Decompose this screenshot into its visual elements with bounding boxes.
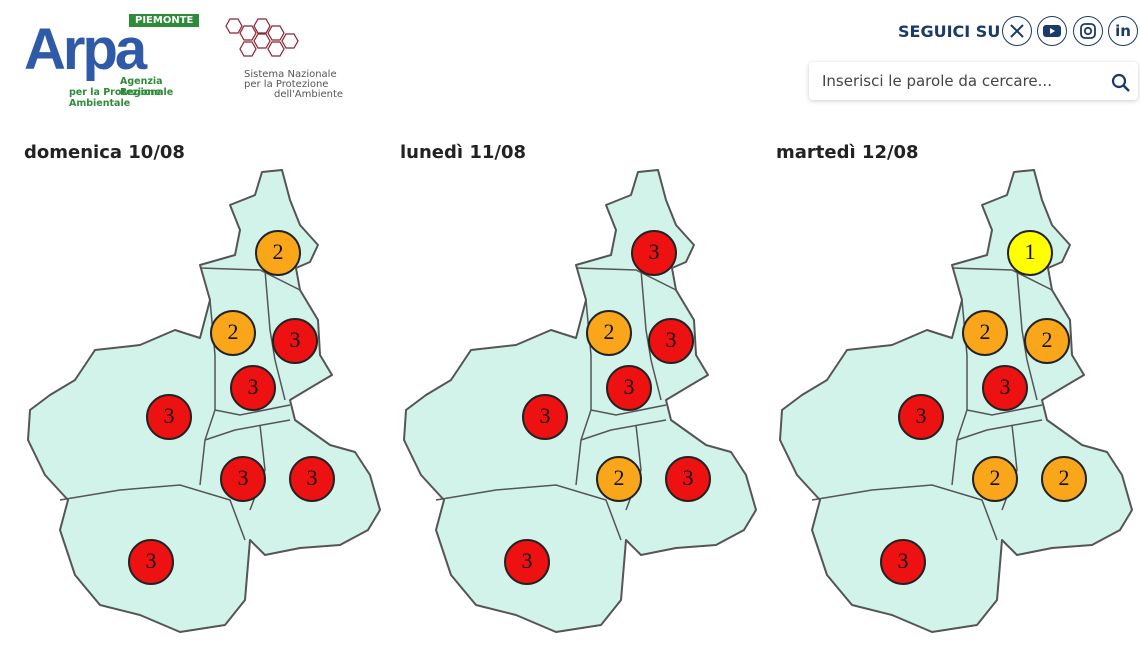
province-border	[580, 419, 667, 441]
level-label: 2	[1042, 327, 1053, 352]
level-marker	[128, 539, 174, 585]
level-marker	[1041, 456, 1087, 502]
instagram-icon	[1080, 23, 1096, 39]
region-outline	[27, 169, 381, 633]
province-border	[956, 419, 1043, 441]
level-marker	[504, 539, 550, 585]
forecast-date: martedì 12/08	[776, 142, 919, 163]
level-label: 3	[248, 374, 259, 399]
level-label: 3	[916, 403, 927, 428]
level-marker	[586, 310, 632, 356]
search-icon[interactable]	[1111, 73, 1131, 93]
level-label: 3	[290, 327, 301, 352]
level-label: 3	[898, 548, 909, 573]
snpa-line: per la Protezione	[244, 79, 329, 90]
level-label: 2	[1059, 465, 1070, 490]
region-map: 1 2 2 3 3 2 2 3	[779, 169, 1133, 633]
logo-line: per la Protezione Ambientale	[69, 87, 161, 109]
instagram-link[interactable]	[1073, 16, 1103, 46]
search-placeholder: Inserisci le parole da cercare...	[822, 72, 1052, 90]
province-border	[435, 484, 622, 541]
level-marker	[522, 394, 568, 440]
linkedin-label: in	[1115, 22, 1131, 40]
level-marker	[606, 365, 652, 411]
level-marker	[648, 318, 694, 364]
snpa-hexagons	[225, 18, 299, 57]
level-marker	[962, 310, 1008, 356]
level-label: 2	[273, 239, 284, 264]
linkedin-link[interactable]: in	[1108, 16, 1138, 46]
level-marker	[1007, 230, 1053, 276]
level-label: 1	[1025, 239, 1036, 264]
level-marker	[972, 456, 1018, 502]
region-map: 2 2 3 3 3 3 3 3	[27, 169, 381, 633]
level-label: 3	[307, 465, 318, 490]
level-label: 2	[990, 465, 1001, 490]
level-label: 3	[666, 327, 677, 352]
level-label: 3	[540, 403, 551, 428]
province-border	[59, 484, 246, 541]
level-marker	[289, 456, 335, 502]
x-icon	[1010, 24, 1024, 38]
level-marker	[1024, 318, 1070, 364]
level-marker	[220, 456, 266, 502]
level-label: 3	[238, 465, 249, 490]
region-outline	[403, 169, 757, 633]
logo-badge: PIEMONTE	[129, 14, 200, 27]
province-border	[204, 419, 291, 441]
level-label: 3	[649, 239, 660, 264]
level-label: 3	[624, 374, 635, 399]
search-box[interactable]: Inserisci le parole da cercare...	[809, 62, 1138, 100]
level-label: 3	[1000, 374, 1011, 399]
level-marker	[596, 456, 642, 502]
level-label: 2	[980, 319, 991, 344]
province-border	[199, 267, 301, 291]
level-marker	[272, 318, 318, 364]
level-marker	[880, 539, 926, 585]
snpa-text: Sistema Nazionale per la Protezione dell…	[244, 70, 343, 100]
level-marker	[230, 365, 276, 411]
region-map: 3 2 3 3 3 2 3 3	[403, 169, 757, 633]
x-link[interactable]	[1002, 16, 1032, 46]
province-border	[575, 267, 677, 291]
logo-line: Agenzia Regionale	[120, 76, 174, 98]
level-marker	[210, 310, 256, 356]
level-label: 3	[146, 548, 157, 573]
forecast-date: domenica 10/08	[24, 142, 185, 163]
arpa-logo[interactable]: PIEMONTE Arpa Agenzia Regionale per la P…	[24, 14, 209, 109]
level-marker	[665, 456, 711, 502]
level-marker	[982, 365, 1028, 411]
snpa-line: dell'Ambiente	[274, 89, 344, 100]
region-outline	[779, 169, 1133, 633]
level-label: 2	[614, 465, 625, 490]
level-marker	[146, 394, 192, 440]
level-marker	[255, 230, 301, 276]
forecast-date: lunedì 11/08	[400, 142, 526, 163]
snpa-line: Sistema Nazionale	[244, 69, 337, 80]
youtube-icon	[1043, 25, 1061, 37]
level-label: 3	[164, 403, 175, 428]
youtube-link[interactable]	[1037, 16, 1067, 46]
logo-name: Arpa	[24, 17, 147, 82]
level-label: 3	[522, 548, 533, 573]
level-marker	[898, 394, 944, 440]
level-label: 2	[228, 319, 239, 344]
province-border	[811, 484, 998, 541]
level-label: 3	[683, 465, 694, 490]
follow-label: SEGUICI SU	[898, 22, 1001, 41]
province-border	[951, 267, 1053, 291]
level-label: 2	[604, 319, 615, 344]
level-marker	[631, 230, 677, 276]
